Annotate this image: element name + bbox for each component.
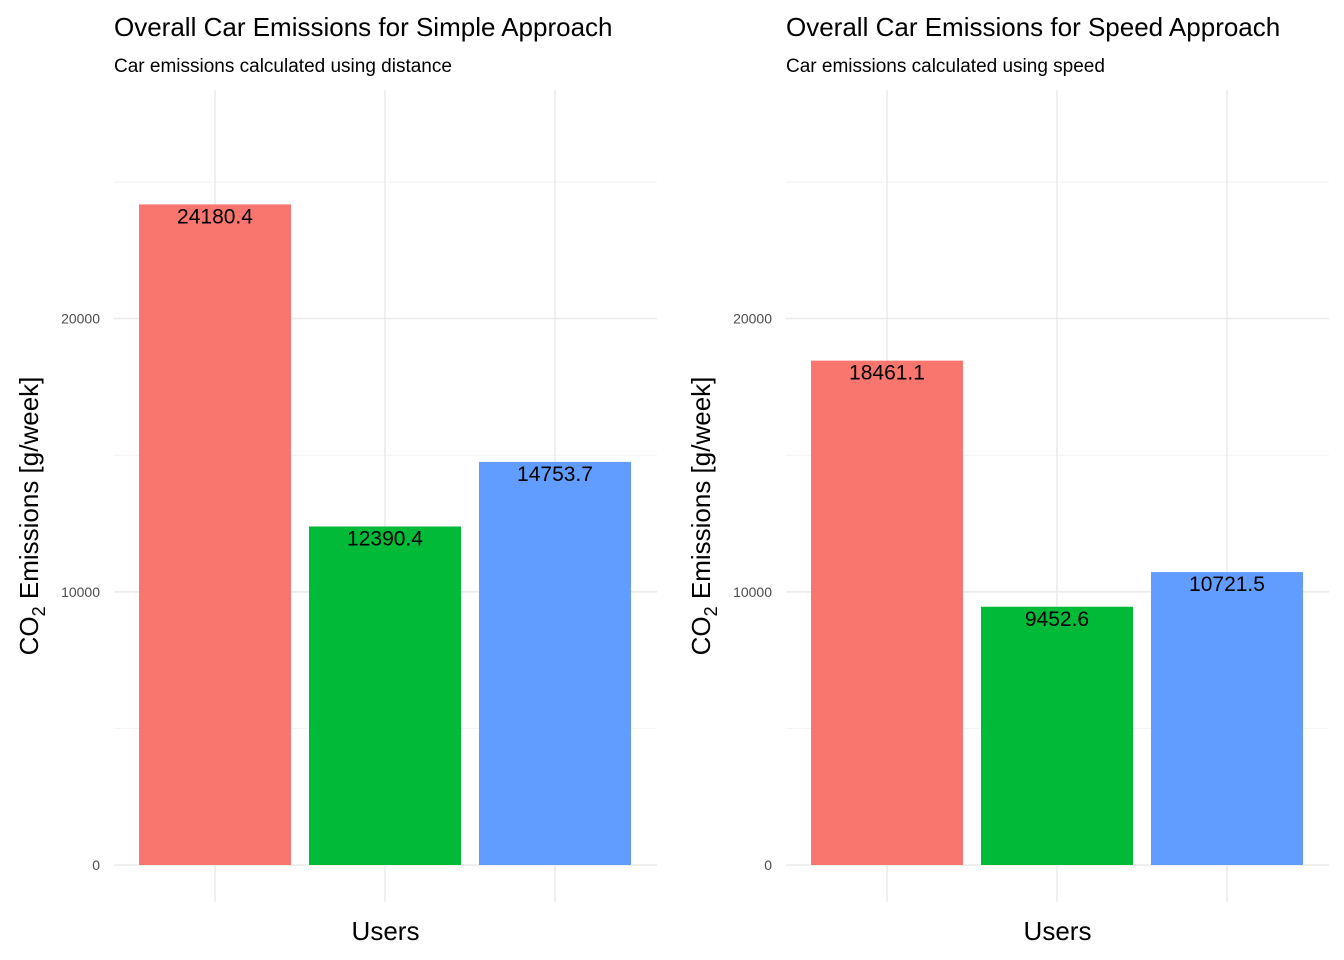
bar-value-label: 24180.4	[177, 205, 253, 228]
y-axis-label-prefix: CO	[14, 616, 44, 655]
bar-value-label: 10721.5	[1189, 573, 1265, 596]
x-axis-label: Users	[1024, 916, 1092, 946]
bar-value-label: 12390.4	[347, 527, 423, 550]
y-tick-label: 0	[764, 857, 772, 873]
chart-panel-2: Overall Car Emissions for Speed Approach…	[686, 12, 1329, 946]
y-axis-label-suffix: Emissions [g/week]	[686, 377, 716, 607]
y-tick-label: 0	[92, 857, 100, 873]
y-axis-label-subscript: 2	[701, 606, 721, 616]
chart-subtitle: Car emissions calculated using speed	[786, 56, 1105, 77]
bar-3[interactable]	[1151, 572, 1303, 865]
bar-value-label: 9452.6	[1025, 608, 1089, 631]
y-axis-label-subscript: 2	[29, 606, 49, 616]
y-tick-label: 10000	[61, 584, 100, 600]
bar-3[interactable]	[479, 461, 631, 865]
bar-value-label: 18461.1	[849, 362, 925, 385]
chart-title: Overall Car Emissions for Speed Approach	[786, 12, 1280, 42]
bar-1[interactable]	[139, 204, 291, 865]
bar-value-label: 14753.7	[517, 463, 593, 486]
chart-subtitle: Car emissions calculated using distance	[114, 56, 452, 77]
y-axis-label-suffix: Emissions [g/week]	[14, 377, 44, 607]
y-axis-label: CO2 Emissions [g/week]	[14, 377, 49, 656]
y-tick-label: 20000	[61, 311, 100, 327]
y-axis-label-prefix: CO	[686, 616, 716, 655]
chart-title: Overall Car Emissions for Simple Approac…	[114, 12, 613, 42]
y-tick-label: 20000	[733, 311, 772, 327]
bar-2[interactable]	[309, 526, 461, 865]
y-tick-label: 10000	[733, 584, 772, 600]
chart-panel-1: Overall Car Emissions for Simple Approac…	[14, 12, 657, 946]
x-axis-label: Users	[352, 916, 420, 946]
y-axis-label: CO2 Emissions [g/week]	[686, 377, 721, 656]
bar-2[interactable]	[981, 606, 1133, 865]
bar-1[interactable]	[811, 360, 963, 865]
